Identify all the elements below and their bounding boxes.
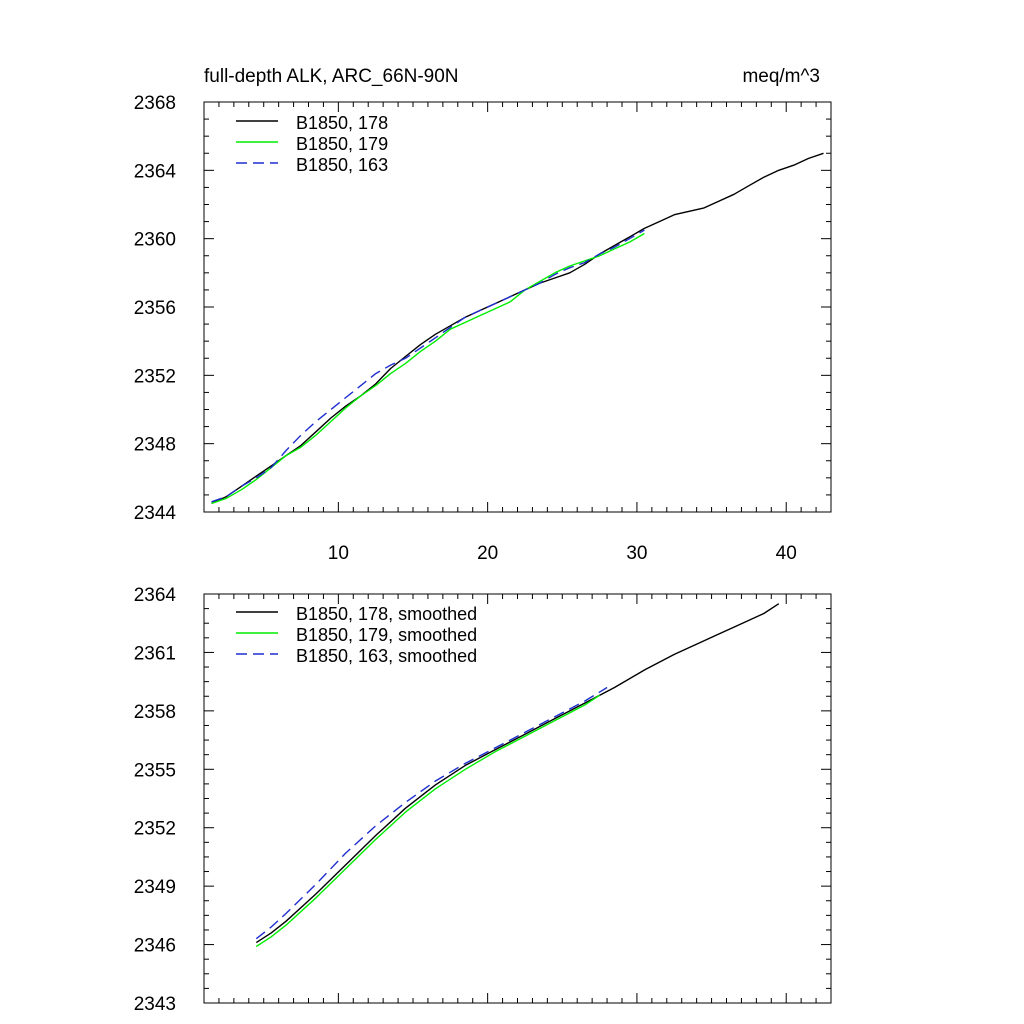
y-tick-label: 2352	[134, 819, 176, 840]
y-tick-label: 2358	[134, 702, 176, 723]
x-tick-label: 40	[776, 543, 797, 564]
y-tick-label: 2356	[134, 298, 176, 319]
y-tick-label: 2364	[134, 161, 177, 182]
legend-label-178: B1850, 178	[296, 113, 388, 133]
bottom-panel: B1850, 178, smoothed B1850, 179, smoothe…	[134, 585, 832, 1015]
series-line-178	[211, 152, 824, 505]
legend-label-178-smoothed: B1850, 178, smoothed	[296, 604, 477, 624]
y-tick-label: 2364	[134, 585, 177, 606]
units-label: meq/m^3	[742, 66, 820, 87]
legend-label-179-smoothed: B1850, 179, smoothed	[296, 625, 477, 645]
y-tick-label: 2360	[134, 230, 176, 251]
y-tick-label: 2349	[134, 877, 176, 898]
legend-label-163: B1850, 163	[296, 155, 388, 175]
y-tick-label: 2355	[134, 760, 176, 781]
series-line-178	[255, 603, 780, 944]
x-tick-label: 10	[328, 543, 349, 564]
y-tick-label: 2343	[134, 994, 176, 1015]
y-tick-label: 2346	[134, 936, 176, 957]
y-tick-label: 2348	[134, 435, 176, 456]
y-tick-label: 2344	[134, 503, 177, 524]
y-tick-label: 2361	[134, 643, 176, 664]
series-line-163	[211, 229, 645, 503]
chart-title: full-depth ALK, ARC_66N-90N	[204, 66, 459, 87]
top-panel: full-depth ALK, ARC_66N-90N meq/m^3 B185…	[134, 66, 832, 564]
series-line-179	[255, 694, 600, 948]
legend-label-179: B1850, 179	[296, 134, 388, 154]
x-tick-label: 20	[477, 543, 498, 564]
y-tick-label: 2352	[134, 366, 176, 387]
series-line-179	[211, 232, 645, 505]
y-tick-label: 2368	[134, 93, 176, 114]
x-tick-label: 30	[626, 543, 647, 564]
legend-label-163-smoothed: B1850, 163, smoothed	[296, 646, 477, 666]
